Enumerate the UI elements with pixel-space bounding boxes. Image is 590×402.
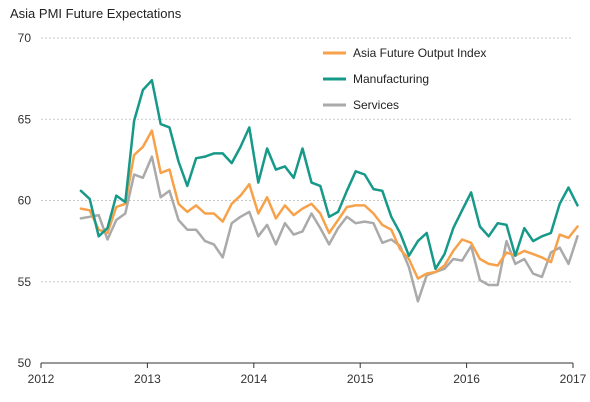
x-tick-label: 2017	[560, 372, 587, 386]
x-tick-label: 2014	[240, 372, 267, 386]
y-tick-label: 60	[18, 194, 32, 208]
legend-label: Services	[353, 98, 399, 112]
legend: Asia Future Output Index Manufacturing Ser…	[323, 46, 486, 112]
y-tick-label: 50	[18, 356, 32, 370]
x-tick-label: 2013	[134, 372, 161, 386]
series-line-services	[79, 155, 579, 303]
chart-title: Asia PMI Future Expectations	[10, 6, 182, 21]
y-tick-label: 70	[18, 31, 32, 45]
x-axis	[40, 362, 574, 368]
series-line-manufacturing	[79, 78, 579, 271]
x-tick-label: 2015	[347, 372, 374, 386]
series-line-asia-future-output-index	[79, 129, 579, 280]
x-tick-labels: 2012 2013 2014 2015 2016 2017	[28, 372, 587, 386]
y-axis: 50 55 60 65 70	[18, 31, 32, 370]
x-tick-label: 2012	[28, 372, 55, 386]
x-tick-label: 2016	[453, 372, 480, 386]
legend-label: Asia Future Output Index	[353, 46, 486, 60]
y-tick-label: 55	[18, 275, 32, 289]
legend-label: Manufacturing	[353, 72, 429, 86]
series-lines	[79, 78, 579, 303]
gridlines	[41, 37, 573, 283]
y-tick-label: 65	[18, 112, 32, 126]
